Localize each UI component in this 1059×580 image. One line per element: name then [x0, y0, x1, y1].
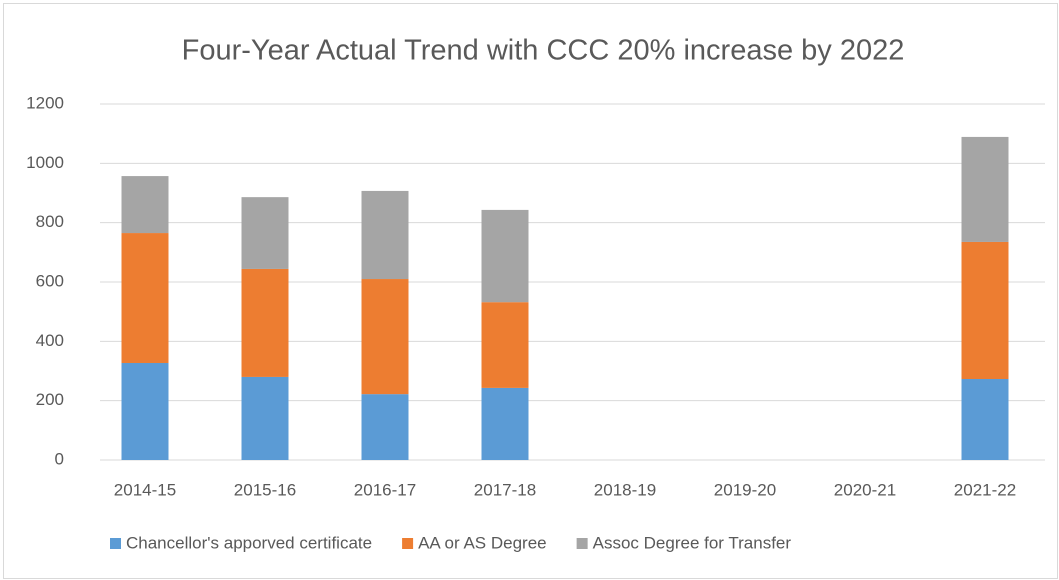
bar-segment — [121, 176, 169, 234]
bar-segment — [241, 268, 289, 377]
legend-swatch — [110, 538, 121, 549]
x-tick-label: 2014-15 — [114, 480, 176, 499]
bar-segment — [481, 302, 529, 388]
bar-segment — [361, 394, 409, 460]
y-tick-label: 600 — [36, 271, 64, 290]
x-tick-label: 2019-20 — [714, 480, 776, 499]
bar-segment — [361, 279, 409, 395]
chart-frame — [3, 3, 1058, 579]
bar-segment — [961, 136, 1009, 242]
y-tick-label: 0 — [55, 449, 64, 468]
x-tick-label: 2015-16 — [234, 480, 296, 499]
y-tick-label: 400 — [36, 331, 64, 350]
legend-swatch — [402, 538, 414, 549]
bar-segment — [961, 241, 1009, 380]
bar-segment — [121, 233, 169, 363]
legend-label: AA or AS Degree — [418, 533, 547, 552]
x-tick-label: 2017-18 — [474, 480, 536, 499]
y-tick-label: 200 — [36, 390, 64, 409]
bar-segment — [481, 387, 529, 460]
bar-segment — [361, 190, 409, 280]
bar-segment — [961, 379, 1009, 460]
bar-segment — [241, 376, 289, 460]
x-tick-label: 2016-17 — [354, 480, 416, 499]
y-tick-label: 1200 — [26, 93, 64, 112]
bar-segment — [241, 197, 289, 269]
legend-label: Assoc Degree for Transfer — [593, 533, 792, 552]
bar-segment — [121, 362, 169, 460]
x-tick-label: 2018-19 — [594, 480, 656, 499]
y-tick-label: 800 — [36, 212, 64, 231]
y-tick-label: 1000 — [26, 153, 64, 172]
x-tick-label: 2021-22 — [954, 480, 1016, 499]
x-tick-label: 2020-21 — [834, 480, 896, 499]
chart-title: Four-Year Actual Trend with CCC 20% incr… — [182, 35, 905, 67]
legend-swatch — [576, 538, 588, 549]
bar-segment — [481, 209, 529, 303]
legend-label: Chancellor's apporved certificate — [126, 533, 372, 552]
